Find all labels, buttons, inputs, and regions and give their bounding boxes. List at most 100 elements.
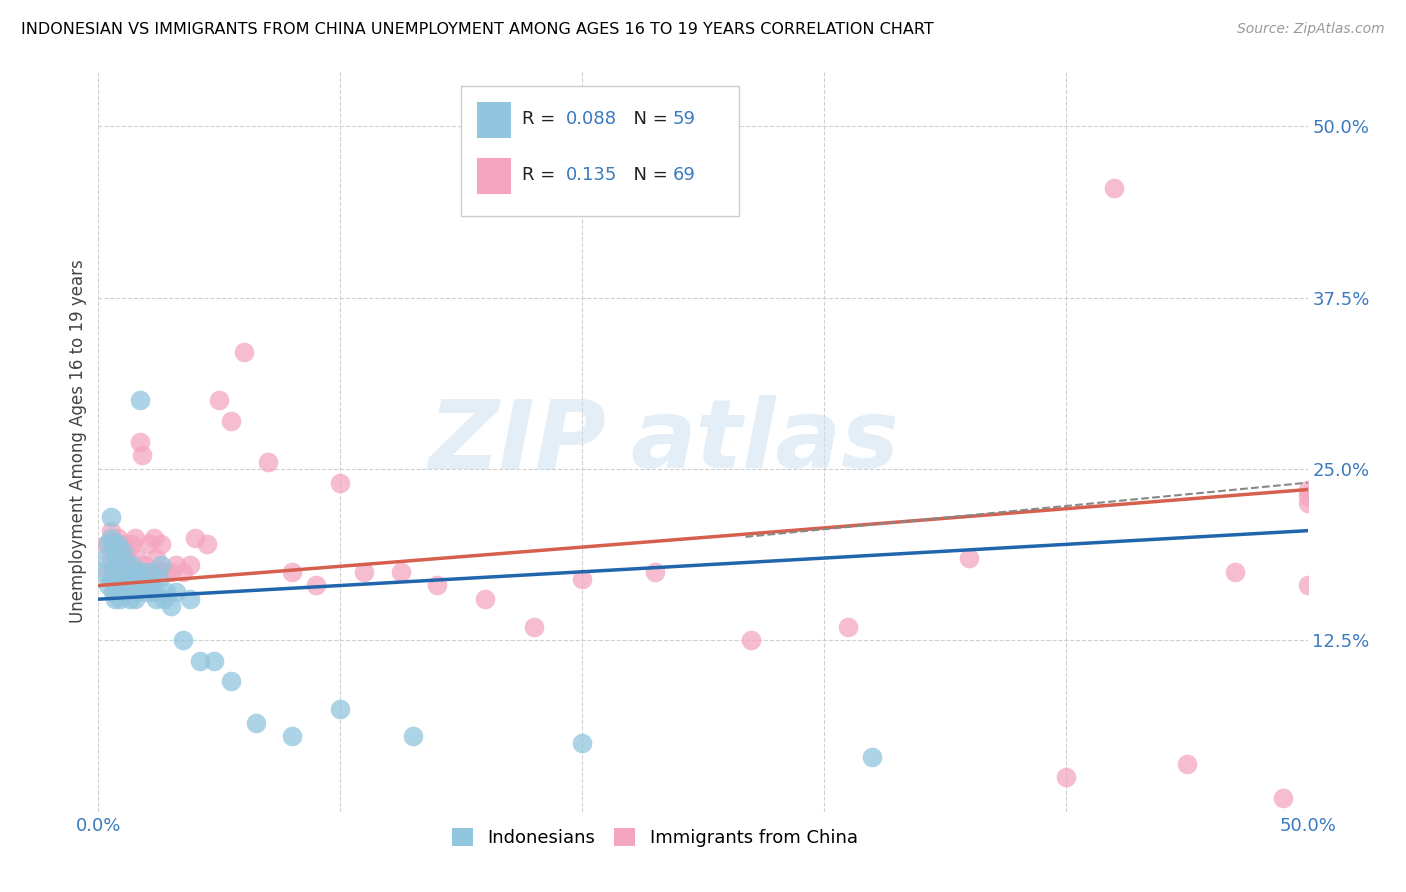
Point bbox=[145, 551, 167, 566]
Point bbox=[138, 565, 160, 579]
Y-axis label: Unemployment Among Ages 16 to 19 years: Unemployment Among Ages 16 to 19 years bbox=[69, 260, 87, 624]
Point bbox=[957, 551, 980, 566]
Point bbox=[108, 551, 131, 566]
Point bbox=[172, 633, 194, 648]
Point bbox=[108, 551, 131, 566]
Point bbox=[1102, 181, 1125, 195]
Point bbox=[117, 565, 139, 579]
Text: 69: 69 bbox=[672, 166, 696, 184]
Point bbox=[121, 537, 143, 551]
Point bbox=[124, 572, 146, 586]
Point bbox=[143, 585, 166, 599]
Point bbox=[104, 544, 127, 558]
Point bbox=[97, 565, 120, 579]
Point bbox=[108, 585, 131, 599]
Point bbox=[131, 448, 153, 462]
Point bbox=[127, 578, 149, 592]
Point bbox=[172, 565, 194, 579]
Point bbox=[474, 592, 496, 607]
Point bbox=[114, 551, 136, 566]
Point bbox=[107, 531, 129, 545]
Point bbox=[117, 585, 139, 599]
Point bbox=[160, 565, 183, 579]
FancyBboxPatch shape bbox=[477, 103, 510, 138]
Point bbox=[121, 558, 143, 572]
Point bbox=[104, 551, 127, 566]
Point bbox=[104, 572, 127, 586]
Point bbox=[134, 578, 156, 592]
Text: atlas: atlas bbox=[630, 395, 900, 488]
Point bbox=[107, 558, 129, 572]
Point bbox=[1296, 578, 1319, 592]
Point bbox=[118, 592, 141, 607]
Legend: Indonesians, Immigrants from China: Indonesians, Immigrants from China bbox=[444, 821, 865, 855]
Point bbox=[152, 592, 174, 607]
Point bbox=[1223, 565, 1246, 579]
Point bbox=[94, 537, 117, 551]
Point bbox=[100, 551, 122, 566]
Point bbox=[107, 537, 129, 551]
Point bbox=[127, 551, 149, 566]
Point bbox=[281, 729, 304, 743]
FancyBboxPatch shape bbox=[461, 87, 740, 216]
Point bbox=[135, 585, 157, 599]
Point bbox=[111, 585, 134, 599]
Point bbox=[188, 654, 211, 668]
Point bbox=[860, 750, 883, 764]
Point bbox=[101, 537, 124, 551]
Text: 0.135: 0.135 bbox=[567, 166, 617, 184]
Point bbox=[740, 633, 762, 648]
Point bbox=[104, 578, 127, 592]
Point bbox=[148, 572, 170, 586]
Point bbox=[353, 565, 375, 579]
Point bbox=[118, 572, 141, 586]
Point bbox=[256, 455, 278, 469]
Point bbox=[121, 578, 143, 592]
Point bbox=[221, 674, 243, 689]
Point bbox=[111, 544, 134, 558]
Point bbox=[100, 572, 122, 586]
Point bbox=[426, 578, 449, 592]
Point bbox=[150, 537, 173, 551]
Point bbox=[402, 729, 425, 743]
Text: ZIP: ZIP bbox=[429, 395, 606, 488]
Point bbox=[124, 592, 146, 607]
Point bbox=[571, 736, 593, 750]
Point bbox=[184, 531, 207, 545]
Point bbox=[114, 578, 136, 592]
Point bbox=[1296, 496, 1319, 510]
Point bbox=[145, 592, 167, 607]
Point bbox=[245, 715, 267, 730]
Point bbox=[179, 592, 201, 607]
Point bbox=[204, 654, 226, 668]
Point bbox=[127, 565, 149, 579]
Point bbox=[208, 393, 231, 408]
Point bbox=[1296, 483, 1319, 497]
Point bbox=[179, 558, 201, 572]
Point bbox=[124, 565, 146, 579]
Point bbox=[101, 537, 124, 551]
Point bbox=[127, 585, 149, 599]
Point bbox=[94, 551, 117, 566]
Text: Source: ZipAtlas.com: Source: ZipAtlas.com bbox=[1237, 22, 1385, 37]
Text: 0.088: 0.088 bbox=[567, 111, 617, 128]
Point bbox=[1296, 489, 1319, 503]
Point bbox=[107, 565, 129, 579]
Point bbox=[128, 434, 150, 449]
Point bbox=[108, 572, 131, 586]
Point bbox=[111, 565, 134, 579]
Point bbox=[523, 619, 546, 633]
Point bbox=[91, 565, 114, 579]
Point bbox=[155, 565, 177, 579]
Point bbox=[389, 565, 412, 579]
Point bbox=[100, 510, 122, 524]
Point bbox=[138, 537, 160, 551]
Point bbox=[114, 558, 136, 572]
Point bbox=[1054, 771, 1077, 785]
Point bbox=[305, 578, 328, 592]
Point bbox=[1175, 756, 1198, 771]
Point bbox=[101, 565, 124, 579]
Point bbox=[121, 572, 143, 586]
Point bbox=[114, 578, 136, 592]
Point bbox=[195, 537, 218, 551]
